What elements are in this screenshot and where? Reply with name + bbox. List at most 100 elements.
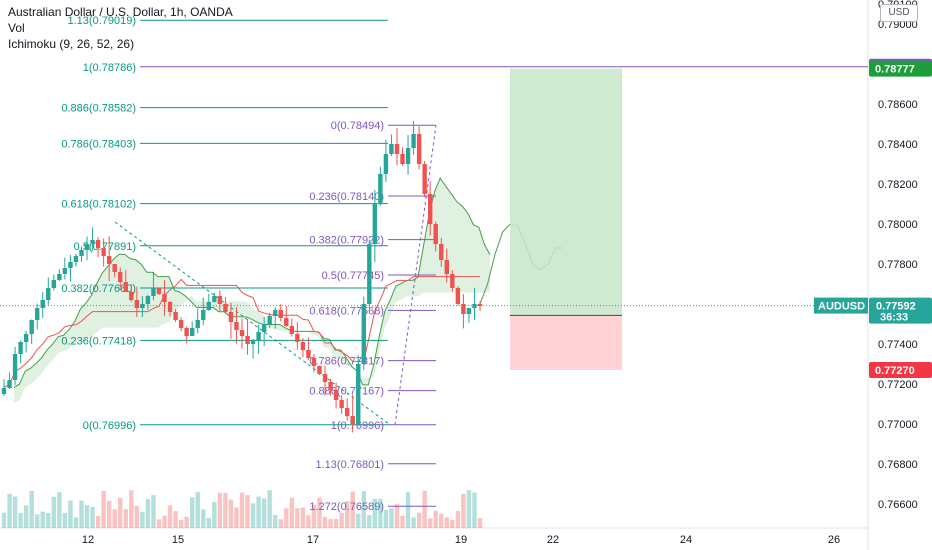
candle-body <box>400 154 405 164</box>
volume-bar <box>118 497 123 528</box>
candle-body <box>90 240 95 244</box>
candle-body <box>217 296 223 304</box>
fib-retracement-layer[interactable]: 1.13(0.79019) 1(0.78786) 0.886(0.78582) 0.7… <box>0 15 868 513</box>
candle-body <box>284 318 289 326</box>
volume-bar <box>339 513 344 528</box>
candle-body <box>46 288 51 300</box>
fib-left-label: 0.786(0.78403) <box>61 138 136 150</box>
fib-right-label: 0.5(0.77745) <box>322 270 384 282</box>
candle-body <box>151 288 156 296</box>
volume-bar <box>201 509 206 528</box>
long-position-tool[interactable] <box>510 68 622 370</box>
volume-bar <box>356 513 361 528</box>
volume-bar <box>151 495 156 528</box>
candle-body <box>112 264 117 272</box>
candle-body <box>416 134 422 164</box>
candle-body <box>378 174 383 204</box>
volume-bar <box>51 496 57 528</box>
candle-body <box>250 340 256 344</box>
volume-bar <box>79 500 84 528</box>
volume-bar <box>35 514 40 528</box>
price-axis[interactable]: 0.791000.790000.788000.786000.784000.782… <box>814 0 932 511</box>
price-tick-label: 0.76600 <box>878 499 918 511</box>
volume-bar <box>389 508 394 528</box>
candle-body <box>350 416 355 424</box>
volume-bar <box>239 492 245 528</box>
volume-bar <box>378 498 383 528</box>
candle-body <box>35 308 40 320</box>
volume-bar <box>306 515 311 528</box>
candle-body <box>422 164 427 194</box>
candle-body <box>95 240 101 248</box>
candle-body <box>12 354 18 380</box>
volume-bar <box>427 518 433 528</box>
volume-bar <box>62 512 68 528</box>
volume-bar <box>461 493 466 528</box>
price-badge <box>869 362 932 378</box>
symbol-title[interactable]: Australian Dollar / U.S. Dollar, 1h, OAN… <box>8 5 233 19</box>
candle-body <box>140 304 145 308</box>
volume-bar <box>289 497 295 528</box>
volume-bar <box>57 492 62 528</box>
candle-body <box>134 300 140 308</box>
countdown-label: 36:33 <box>880 312 908 324</box>
candle-body <box>18 342 23 354</box>
volume-bar <box>156 519 162 528</box>
candle-body <box>405 148 411 164</box>
time-axis[interactable]: 12 15 17 19 22 24 26 <box>82 534 840 546</box>
volume-bar <box>29 490 34 528</box>
fib-right-trendline <box>394 125 437 425</box>
volume-bar <box>367 515 372 528</box>
grid-layer <box>0 0 869 550</box>
fib-right-label: 0(0.78494) <box>331 120 384 132</box>
candle-body <box>261 324 267 332</box>
candle-body <box>239 330 245 336</box>
volume-bar <box>90 506 95 528</box>
volume-bar <box>444 517 449 528</box>
candle-body <box>118 272 123 282</box>
price-tick-label: 0.77800 <box>878 259 918 271</box>
volume-bar <box>1 512 7 528</box>
volume-bar <box>372 498 378 528</box>
volume-bar <box>217 492 223 528</box>
candle-body <box>427 194 433 224</box>
candle-body <box>289 326 295 334</box>
price-tick-label: 0.77000 <box>878 419 918 431</box>
ichimoku-span-a <box>13 177 491 388</box>
price-tick-label: 0.76800 <box>878 459 918 471</box>
time-tick-label: 17 <box>307 534 319 546</box>
fib-left-label: 1(0.78786) <box>83 62 136 74</box>
volume-bar <box>455 510 461 528</box>
volume-bar <box>212 501 217 528</box>
candle-body <box>123 282 128 292</box>
volume-bar <box>344 501 350 528</box>
candle-body <box>461 304 466 314</box>
volume-bar <box>383 509 389 528</box>
volume-bar <box>256 496 261 528</box>
loss-zone <box>510 315 622 370</box>
volume-bar <box>7 493 12 528</box>
volume-bar <box>40 511 45 528</box>
symbol-badge <box>814 297 868 314</box>
candle-body <box>228 312 234 322</box>
candle-body <box>129 292 134 300</box>
volume-bar <box>129 490 134 528</box>
candle-body <box>394 144 400 154</box>
fib-left-trendline <box>114 221 391 426</box>
time-tick-label: 19 <box>455 534 467 546</box>
ichimoku-indicator-label[interactable]: Ichimoku (9, 26, 52, 26) <box>8 37 135 51</box>
candle-body <box>79 250 84 256</box>
currency-unit-button[interactable]: USD <box>880 4 918 22</box>
volume-bar <box>317 497 322 528</box>
volume-indicator-label[interactable]: Vol <box>8 21 25 35</box>
volume-bar <box>206 517 211 528</box>
volume-bar <box>411 517 416 528</box>
volume-bar <box>228 499 234 528</box>
volume-bar <box>405 492 411 528</box>
volume-bar <box>361 491 366 528</box>
price-badge-label: 0.77270 <box>875 365 915 377</box>
fib-left-label: 1.13(0.79019) <box>68 15 137 27</box>
volume-bar <box>195 492 200 528</box>
candle-body <box>411 134 416 148</box>
